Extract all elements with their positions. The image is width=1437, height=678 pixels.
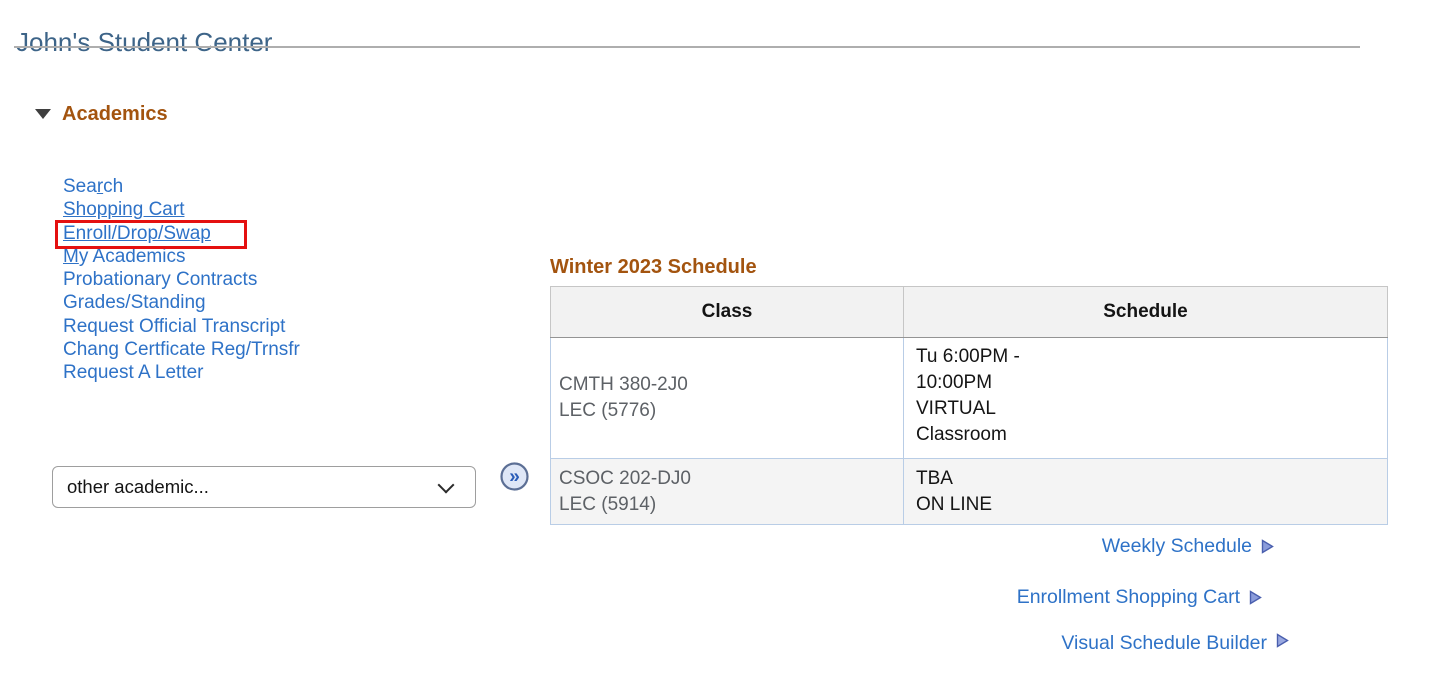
academics-section-heading: Academics [62,103,168,125]
arrow-right-icon [1276,633,1289,648]
link-probationary-contracts[interactable]: Probationary Contracts [63,269,258,291]
table-row-csoc: CSOC 202-DJ0 LEC (5914) TBA ON LINE [550,458,1388,525]
visual-schedule-builder-link[interactable]: Visual Schedule Builder [1061,632,1289,655]
arrow-right-icon [1261,539,1274,554]
link-search[interactable]: Search [63,176,124,197]
page-title: John's Student Center [16,27,273,58]
weekly-schedule-link[interactable]: Weekly Schedule [1102,535,1274,558]
link-request-official-transcript[interactable]: Request Official Transcript [63,315,286,337]
table-row-cmth: CMTH 380-2J0 LEC (5776) Tu 6:00PM - 10:0… [550,337,1388,459]
svg-text:»: » [509,467,520,488]
column-header-class: Class [550,286,904,338]
title-divider [14,46,1360,48]
class-cell: CMTH 380-2J0 LEC (5776) [550,337,904,459]
schedule-heading: Winter 2023 Schedule [550,256,757,278]
academics-links: Search Shopping Cart Enroll/Drop/Swap My… [63,175,300,385]
go-button[interactable]: » [499,461,530,492]
column-header-schedule: Schedule [903,286,1388,338]
go-circle-chevrons-icon: » [500,462,529,491]
class-cell: CSOC 202-DJ0 LEC (5914) [550,458,904,525]
schedule-header-row: Class Schedule [550,286,1388,338]
link-request-a-letter[interactable]: Request A Letter [63,362,204,384]
schedule-cell: TBA ON LINE [903,458,1388,525]
link-shopping-cart[interactable]: Shopping Cart [63,199,185,221]
enrollment-shopping-cart-link[interactable]: Enrollment Shopping Cart [1017,586,1262,609]
other-academic-select[interactable]: other academic... [52,466,476,508]
schedule-cell: Tu 6:00PM - 10:00PM VIRTUAL Classroom [903,337,1388,459]
link-enroll-drop-swap[interactable]: Enroll/Drop/Swap [63,222,211,244]
arrow-right-icon [1249,590,1262,605]
other-academic-selected-value: other academic... [67,476,209,497]
academics-collapse-triangle-icon[interactable] [35,109,51,119]
link-grades-standing[interactable]: Grades/Standing [63,292,206,314]
link-my-academics[interactable]: My Academics [63,245,186,267]
schedule-table: Class Schedule CMTH 380-2J0 LEC (5776) T… [550,286,1388,525]
link-chang-certficate-reg-trnsfr[interactable]: Chang Certficate Reg/Trnsfr [63,339,300,361]
chevron-down-icon [437,476,455,494]
